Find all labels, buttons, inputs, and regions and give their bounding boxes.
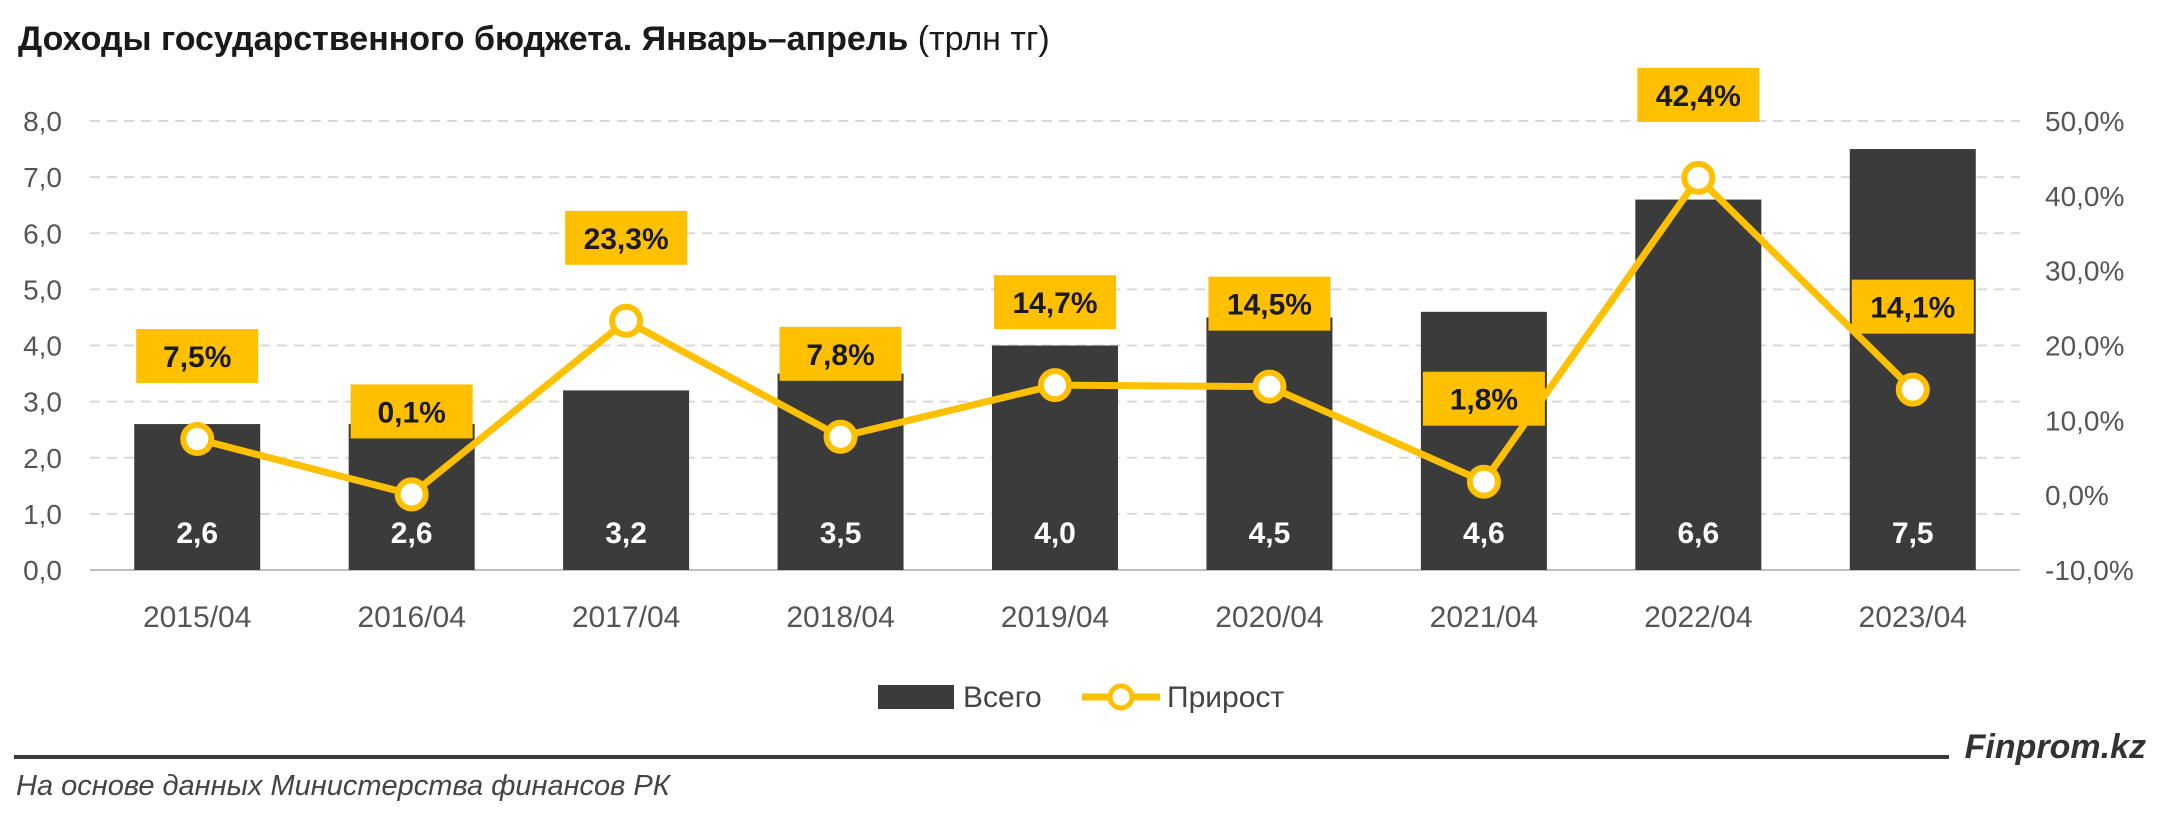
bar [1206, 317, 1333, 570]
chart-title-main: Доходы государственного бюджета. Январь–… [18, 20, 909, 58]
bar [1635, 199, 1762, 570]
x-tick-label: 2017/04 [572, 601, 680, 634]
growth-point [823, 419, 858, 454]
growth-label-box [1208, 276, 1331, 331]
growth-point [394, 477, 429, 512]
growth-point [1466, 464, 1501, 499]
bar-value-label: 4,0 [1034, 517, 1076, 550]
legend-label-growth: Прирост [1167, 681, 1284, 714]
bar-value-label: 7,5 [1892, 517, 1934, 550]
bar-value-label: 4,6 [1463, 517, 1505, 550]
x-tick-label: 2023/04 [1859, 601, 1967, 634]
growth-point [1895, 372, 1930, 407]
growth-value-label: 23,3% [584, 223, 669, 256]
legend-swatch-growth-marker [1107, 683, 1135, 711]
chart-title: Доходы государственного бюджета. Январь–… [18, 20, 1050, 59]
growth-label-box [779, 326, 902, 381]
x-tick-label: 2020/04 [1215, 601, 1323, 634]
y-left-tick-label: 1,0 [23, 499, 62, 530]
y-left-tick-label: 8,0 [23, 106, 62, 137]
growth-value-label: 14,1% [1870, 292, 1955, 325]
growth-point [1252, 369, 1287, 404]
growth-point [180, 422, 215, 457]
growth-label-box [1422, 371, 1545, 426]
x-tick-label: 2016/04 [357, 601, 465, 634]
growth-value-label: 42,4% [1656, 80, 1741, 113]
y-left-tick-label: 4,0 [23, 331, 62, 362]
x-tick-label: 2019/04 [1001, 601, 1109, 634]
legend-swatch-total [878, 685, 954, 709]
growth-value-label: 7,5% [163, 341, 231, 374]
x-tick-label: 2018/04 [786, 601, 894, 634]
bar [1849, 149, 1976, 570]
growth-label-box [1851, 279, 1974, 334]
bar-value-label: 4,5 [1249, 517, 1291, 550]
bar-value-label: 2,6 [391, 517, 433, 550]
y-right-tick-label: 0,0% [2045, 480, 2109, 511]
y-left-tick-label: 5,0 [23, 274, 62, 305]
y-right-tick-label: 10,0% [2045, 405, 2124, 436]
y-left-tick-label: 7,0 [23, 162, 62, 193]
y-right-tick-label: 50,0% [2045, 106, 2124, 137]
growth-label-box [136, 329, 259, 384]
growth-point [1681, 160, 1716, 195]
bar [1420, 311, 1547, 570]
y-right-tick-label: 30,0% [2045, 256, 2124, 287]
growth-label-box [994, 275, 1116, 330]
growth-label-box [1637, 67, 1760, 122]
bar-value-label: 3,5 [820, 517, 862, 550]
growth-value-label: 14,5% [1227, 289, 1312, 322]
y-left-tick-label: 0,0 [23, 555, 62, 586]
x-tick-label: 2015/04 [143, 601, 251, 634]
y-right-tick-label: 20,0% [2045, 331, 2124, 362]
growth-value-label: 0,1% [377, 396, 445, 429]
x-tick-label: 2022/04 [1644, 601, 1752, 634]
x-tick-label: 2021/04 [1430, 601, 1538, 634]
growth-label-box [565, 210, 688, 265]
bar [563, 390, 690, 570]
y-left-tick-label: 3,0 [23, 387, 62, 418]
y-left-tick-label: 2,0 [23, 443, 62, 474]
growth-label-box [350, 384, 473, 439]
chart-title-unit: (трлн тг) [917, 20, 1050, 58]
source-note: На основе данных Министерства финансов Р… [16, 770, 670, 802]
bar-value-label: 2,6 [176, 517, 218, 550]
chart-area: 0,0 1,0 2,0 3,0 4,0 5,0 6,0 7,0 8,0 -10,0% 0,0% 10,… [23, 67, 2134, 714]
footer-divider [14, 755, 1949, 759]
growth-value-label: 7,8% [806, 339, 874, 372]
bar-value-label: 6,6 [1677, 517, 1719, 550]
growth-value-label: 1,8% [1450, 384, 1518, 417]
legend-label-total: Всего [963, 681, 1042, 714]
brand-label: Finprom.kz [1964, 728, 2146, 766]
y-right-tick-label: -10,0% [2045, 555, 2134, 586]
bar [777, 373, 904, 570]
growth-point [1038, 368, 1072, 403]
growth-point [609, 303, 644, 338]
growth-value-label: 14,7% [1012, 287, 1097, 320]
bar-value-label: 3,2 [605, 517, 647, 550]
y-right-tick-label: 40,0% [2045, 181, 2124, 212]
y-left-tick-label: 6,0 [23, 218, 62, 249]
